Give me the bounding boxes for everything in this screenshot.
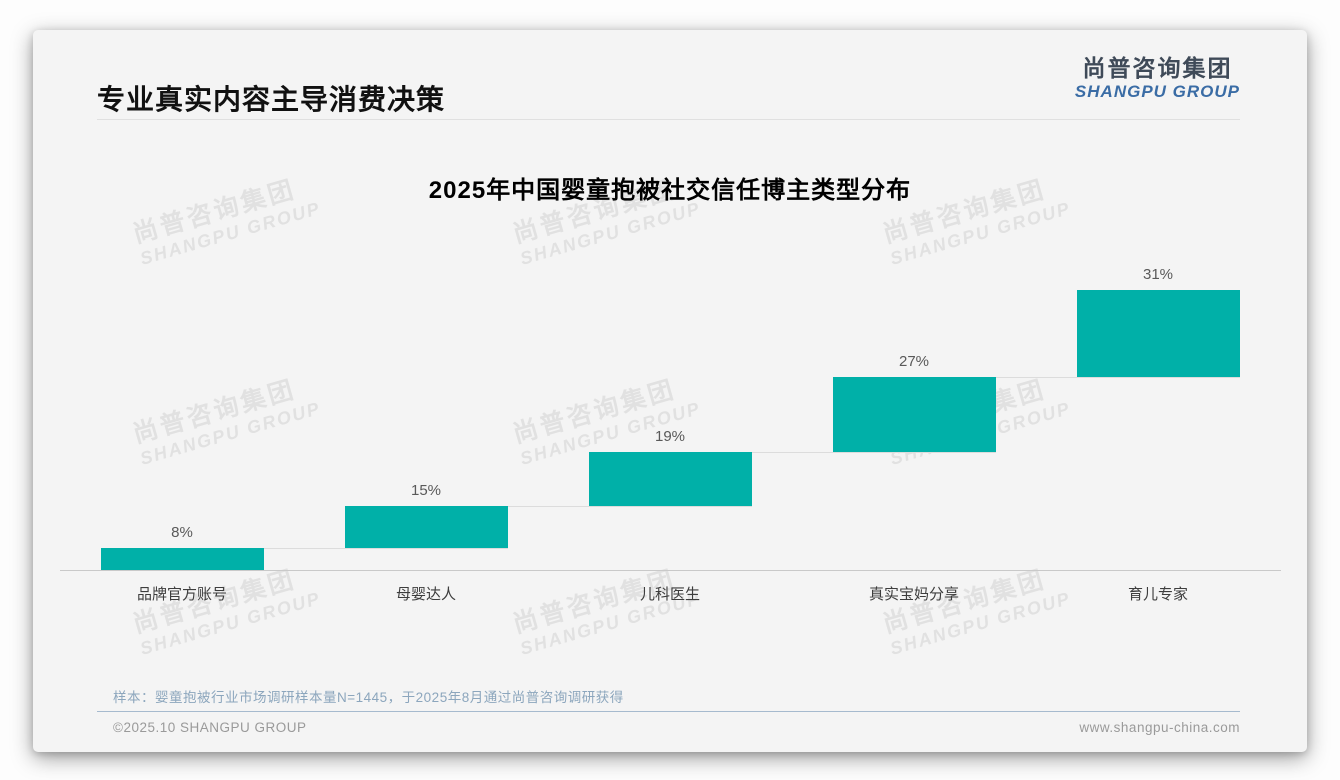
bar-value-label: 8% [171,523,193,541]
step-connector-line [995,376,1240,378]
category-label: 育儿专家 [1127,586,1188,603]
waterfall-chart: 8% 品牌官方账号 15% 母婴达人 19% 儿科医生 27% 真实宝妈分享 31% 育儿专家 [33,30,1307,752]
bar-value-label: 19% [654,428,686,446]
header-divider [97,119,1240,120]
logo-text-cn: 尚普咨询集团 [1082,55,1233,81]
category-label: 母婴达人 [395,586,456,603]
slide-card: 尚普咨询集团 SHANGPU GROUP 尚普咨询集团 SHANGPU GROUP 尚普… [33,30,1307,752]
step-connector-line [507,505,752,507]
website-url: www.shangpu-china.com [1079,720,1240,735]
waterfall-bar [832,376,996,453]
step-connector-line [263,547,508,549]
x-axis-line [60,570,1281,571]
company-logo: 尚普咨询集团 SHANGPU GROUP [1074,55,1240,102]
waterfall-bar [1076,290,1240,377]
category-label: 真实宝妈分享 [868,586,959,603]
bar-value-label: 31% [1142,266,1174,283]
copyright-text: ©2025.10 SHANGPU GROUP [113,720,307,735]
category-label: 品牌官方账号 [136,586,227,603]
waterfall-bar [100,547,264,570]
waterfall-bar [588,452,752,506]
bar-value-label: 15% [410,481,442,499]
footer-divider [97,711,1240,712]
chart-title: 2025年中国婴童抱被社交信任博主类型分布 [428,177,912,204]
logo-text-en: SHANGPU GROUP [1074,82,1240,102]
waterfall-bar [344,505,508,548]
sample-footnote: 样本：婴童抱被行业市场调研样本量N=1445，于2025年8月通过尚普咨询调研获… [113,690,624,705]
step-connector-line [751,452,996,454]
bar-value-label: 27% [898,352,930,370]
category-label: 儿科医生 [639,586,700,603]
page-title: 专业真实内容主导消费决策 [97,84,446,115]
